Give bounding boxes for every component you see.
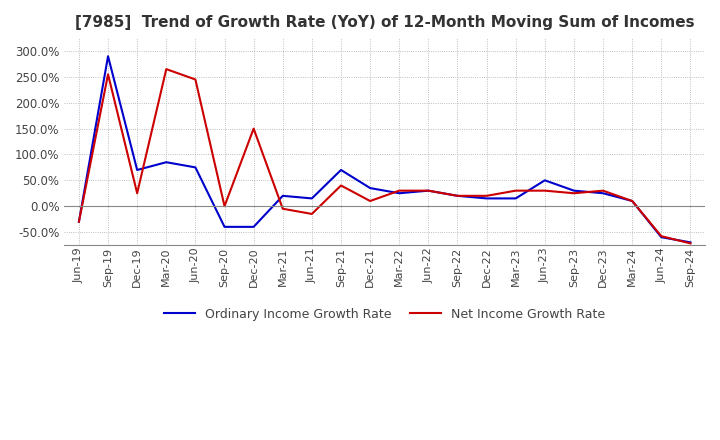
Ordinary Income Growth Rate	[162, 160, 171, 165]
Net Income Growth Rate	[307, 211, 316, 216]
Legend: Ordinary Income Growth Rate, Net Income Growth Rate: Ordinary Income Growth Rate, Net Income …	[158, 303, 611, 326]
Net Income Growth Rate	[191, 77, 199, 82]
Ordinary Income Growth Rate	[337, 167, 346, 172]
Ordinary Income Growth Rate	[628, 198, 636, 204]
Ordinary Income Growth Rate	[657, 235, 666, 240]
Net Income Growth Rate	[220, 204, 229, 209]
Net Income Growth Rate	[162, 66, 171, 72]
Ordinary Income Growth Rate	[511, 196, 520, 201]
Ordinary Income Growth Rate	[541, 178, 549, 183]
Net Income Growth Rate	[657, 234, 666, 239]
Net Income Growth Rate	[337, 183, 346, 188]
Ordinary Income Growth Rate	[249, 224, 258, 230]
Net Income Growth Rate	[395, 188, 404, 193]
Ordinary Income Growth Rate	[686, 240, 695, 245]
Net Income Growth Rate	[424, 188, 433, 193]
Line: Net Income Growth Rate: Net Income Growth Rate	[79, 69, 690, 243]
Net Income Growth Rate	[482, 193, 491, 198]
Net Income Growth Rate	[686, 241, 695, 246]
Net Income Growth Rate	[366, 198, 374, 204]
Line: Ordinary Income Growth Rate: Ordinary Income Growth Rate	[79, 56, 690, 242]
Net Income Growth Rate	[541, 188, 549, 193]
Title: [7985]  Trend of Growth Rate (YoY) of 12-Month Moving Sum of Incomes: [7985] Trend of Growth Rate (YoY) of 12-…	[75, 15, 695, 30]
Ordinary Income Growth Rate	[279, 193, 287, 198]
Net Income Growth Rate	[104, 72, 112, 77]
Net Income Growth Rate	[279, 206, 287, 211]
Net Income Growth Rate	[249, 126, 258, 131]
Ordinary Income Growth Rate	[75, 219, 84, 224]
Ordinary Income Growth Rate	[191, 165, 199, 170]
Net Income Growth Rate	[75, 219, 84, 224]
Net Income Growth Rate	[570, 191, 578, 196]
Net Income Growth Rate	[599, 188, 608, 193]
Ordinary Income Growth Rate	[220, 224, 229, 230]
Ordinary Income Growth Rate	[599, 191, 608, 196]
Ordinary Income Growth Rate	[482, 196, 491, 201]
Ordinary Income Growth Rate	[424, 188, 433, 193]
Ordinary Income Growth Rate	[570, 188, 578, 193]
Ordinary Income Growth Rate	[133, 167, 142, 172]
Ordinary Income Growth Rate	[395, 191, 404, 196]
Ordinary Income Growth Rate	[307, 196, 316, 201]
Net Income Growth Rate	[628, 198, 636, 204]
Net Income Growth Rate	[511, 188, 520, 193]
Net Income Growth Rate	[453, 193, 462, 198]
Net Income Growth Rate	[133, 191, 142, 196]
Ordinary Income Growth Rate	[366, 185, 374, 191]
Ordinary Income Growth Rate	[104, 54, 112, 59]
Ordinary Income Growth Rate	[453, 193, 462, 198]
